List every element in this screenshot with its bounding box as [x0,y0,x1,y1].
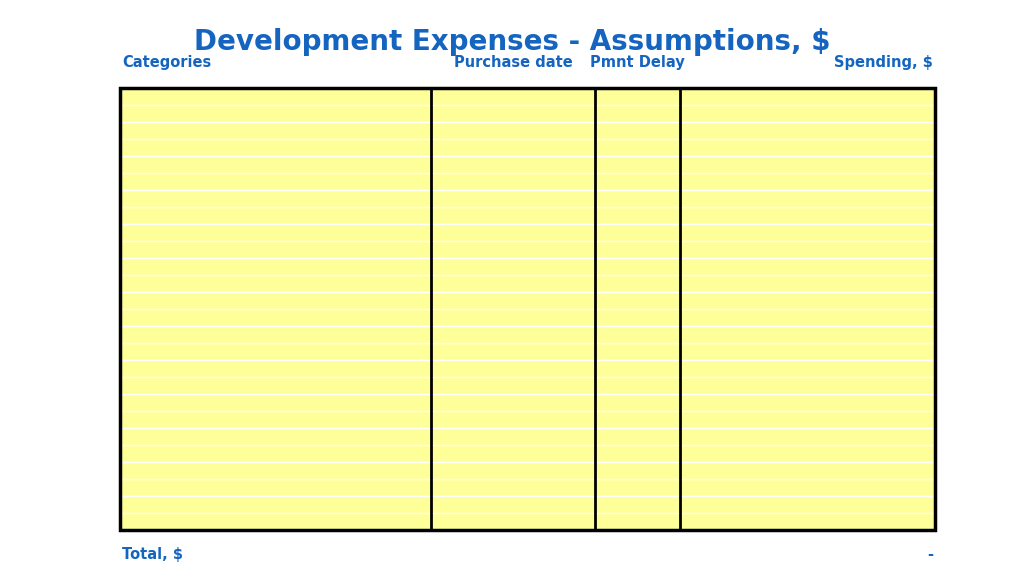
Bar [120,343,935,360]
Bar [120,394,935,411]
Bar [120,190,935,207]
Bar [120,224,935,241]
Text: Purchase date: Purchase date [454,55,572,70]
Text: Spending, $: Spending, $ [835,55,933,70]
Text: Development Expenses - Assumptions, $: Development Expenses - Assumptions, $ [194,28,830,56]
Bar [120,173,935,190]
Bar [120,241,935,258]
Text: -: - [927,548,933,563]
Bar [120,88,935,105]
Bar [120,360,935,377]
Bar [120,496,935,513]
Bar [120,326,935,343]
Bar [120,411,935,428]
Bar [120,462,935,479]
Bar [120,445,935,462]
Bar [120,292,935,309]
Bar [120,258,935,275]
Bar [120,309,935,326]
Text: Categories: Categories [122,55,211,70]
Bar [120,377,935,394]
Bar [120,156,935,173]
Bar [120,105,935,122]
Bar [120,122,935,139]
Text: Pmnt Delay: Pmnt Delay [590,55,685,70]
Bar [120,513,935,530]
Bar [120,479,935,496]
Text: Total, $: Total, $ [122,548,183,563]
Bar [120,207,935,224]
Bar [120,428,935,445]
Bar [120,275,935,292]
Bar [120,139,935,156]
Bar [120,88,935,530]
